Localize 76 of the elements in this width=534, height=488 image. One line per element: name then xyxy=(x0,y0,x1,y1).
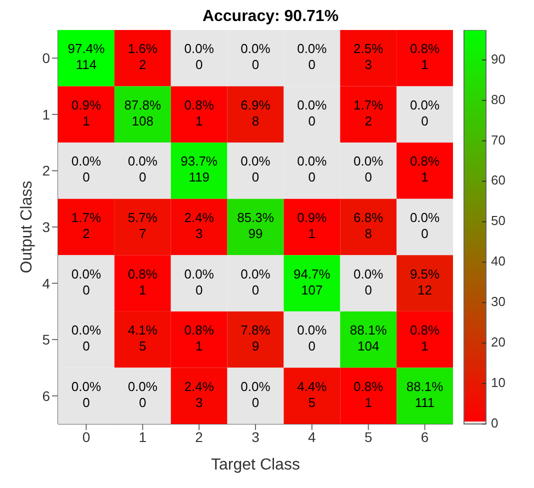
data-label: 97.4% 114 xyxy=(68,42,106,73)
data-label: 0.0% 0 xyxy=(71,379,102,410)
data-label: 0.0% 0 xyxy=(240,154,271,186)
x-axis-title: Target Class xyxy=(211,456,300,474)
data-label: 2.4% 3 xyxy=(184,210,214,242)
chart-title: Accuracy: 90.71% xyxy=(201,8,340,27)
data-label: 93.7% 119 xyxy=(180,154,218,186)
color-bar-label: 10 xyxy=(491,374,506,390)
data-label: 94.7% 107 xyxy=(293,266,331,298)
x-tick-label: 6 xyxy=(420,428,429,445)
data-label: 6.8% 8 xyxy=(354,210,384,242)
data-label: 2.5% 3 xyxy=(354,42,384,73)
y-tick-label: 1 xyxy=(42,106,50,122)
data-label: 7.8% 9 xyxy=(240,323,271,354)
data-label: 0.8% 1 xyxy=(184,323,214,354)
data-label: 0.9% 1 xyxy=(297,210,328,242)
data-label: 5.7% 7 xyxy=(128,210,158,242)
data-label: 0.0% 0 xyxy=(240,42,271,73)
data-label: 4.4% 5 xyxy=(297,379,328,410)
data-label: 0.0% 0 xyxy=(297,42,328,73)
data-label: 0.8% 1 xyxy=(410,323,440,354)
data-label: 0.8% 1 xyxy=(128,266,158,298)
y-tick-label: 4 xyxy=(42,275,50,292)
data-label: 0.8% 1 xyxy=(410,154,440,186)
y-tick-label: 2 xyxy=(42,162,50,179)
data-label: 88.1% 104 xyxy=(350,323,388,354)
data-label: 1.6% 2 xyxy=(128,42,158,73)
data-label: 0.8% 1 xyxy=(354,379,384,410)
data-label: 0.0% 0 xyxy=(354,266,384,298)
data-label: 0.0% 0 xyxy=(410,210,440,242)
data-label: 9.5% 12 xyxy=(410,266,440,298)
data-label: 0.0% 0 xyxy=(128,379,158,410)
color-bar-label: 90 xyxy=(491,51,506,66)
y-tick-label: 0 xyxy=(42,50,50,66)
data-label: 88.1% 111 xyxy=(406,379,444,410)
data-label: 0.0% 0 xyxy=(71,266,102,298)
data-label: 1.7% 2 xyxy=(71,210,102,242)
x-tick-label: 2 xyxy=(195,428,204,445)
data-label: 0.0% 0 xyxy=(354,154,384,186)
color-bar-label: 20 xyxy=(491,334,506,350)
x-tick-label: 1 xyxy=(138,428,147,445)
data-label: 1.7% 2 xyxy=(354,98,384,129)
y-tick-label: 6 xyxy=(42,388,50,404)
data-label: 0.0% 0 xyxy=(297,98,328,129)
data-label: 6.9% 8 xyxy=(240,98,271,129)
data-label: 0.0% 0 xyxy=(240,379,271,410)
color-bar-label: 30 xyxy=(491,294,506,310)
data-label: 0.8% 1 xyxy=(410,42,440,73)
y-axis-title: Output Class xyxy=(18,180,36,274)
x-tick-label: 4 xyxy=(308,428,316,445)
data-label: 0.0% 0 xyxy=(71,154,102,186)
color-bar-label: 80 xyxy=(491,92,506,107)
data-label: 0.9% 1 xyxy=(71,98,102,129)
data-label: 2.4% 3 xyxy=(184,379,214,410)
data-label: 0.0% 0 xyxy=(297,323,328,354)
color-bar-label: 70 xyxy=(491,132,506,148)
data-label: 0.0% 0 xyxy=(128,154,158,186)
data-label: 0.0% 0 xyxy=(71,323,102,354)
color-bar-label: 50 xyxy=(491,213,506,228)
x-tick-label: 5 xyxy=(364,428,372,445)
data-label: 0.0% 0 xyxy=(410,98,440,129)
color-bar-label: 60 xyxy=(491,172,506,188)
data-label: 0.0% 0 xyxy=(297,154,328,186)
data-label: 0.0% 0 xyxy=(240,266,271,298)
color-bar-label: 0 xyxy=(491,415,498,430)
x-tick-label: 3 xyxy=(252,428,260,445)
data-label: 0.0% 0 xyxy=(184,266,214,298)
color-bar-label: 40 xyxy=(491,254,506,269)
y-tick-label: 3 xyxy=(42,218,50,235)
data-label: 0.8% 1 xyxy=(184,98,214,129)
x-tick-label: 0 xyxy=(82,428,90,445)
y-tick-label: 5 xyxy=(42,332,50,348)
data-label: 0.0% 0 xyxy=(184,42,214,73)
data-label: 4.1% 5 xyxy=(128,323,158,354)
data-label: 85.3% 99 xyxy=(237,210,274,242)
data-label: 87.8% 108 xyxy=(124,98,162,129)
